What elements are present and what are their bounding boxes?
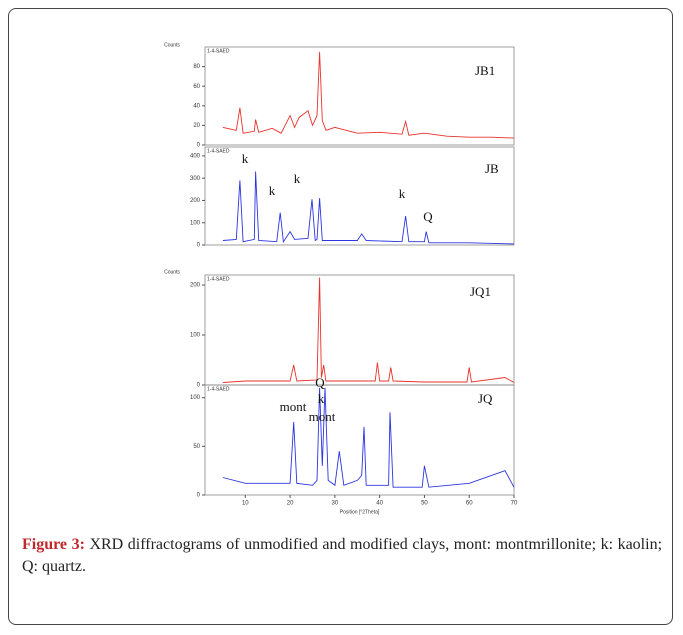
y-tick-label: 40 [193,103,200,109]
peak-annotation: k [269,183,276,198]
panel-label: JQ1 [470,284,491,299]
y-tick-label: 100 [190,395,201,401]
diffractogram-line [222,51,515,139]
y-tick-label: 0 [197,493,201,499]
y-tick-label: 0 [197,383,201,389]
peak-annotation: mont [280,399,307,414]
series-name: 1-4-SAED [207,386,230,392]
peak-annotation: k [242,151,249,166]
plot-frame [204,274,515,386]
panel-label: JB [485,161,499,176]
peak-annotation: k [318,391,325,406]
y-tick-label: 300 [190,176,201,182]
peak-annotation: mont [309,409,336,424]
series-name: 1-4-SAED [207,148,230,154]
y-tick-label: 0 [197,143,201,149]
diffractogram-line [222,171,515,245]
figure-frame [8,8,673,625]
caption-label: Figure 3: [22,536,85,553]
x-tick-label: 50 [421,501,428,507]
y-tick-label: 0 [197,243,201,249]
figure-caption: Figure 3: XRD diffractograms of unmodifi… [22,534,662,578]
plot-frame [204,46,515,146]
y-tick-label: 100 [190,333,201,339]
plot-frame [204,146,515,246]
caption-text: XRD diffractograms of unmodified and mod… [22,536,663,575]
peak-annotation: k [399,186,406,201]
xrd-figure: 020406080Counts1-4-SAEDJB101002003004001… [164,42,518,515]
x-tick-label: 20 [287,501,294,507]
x-tick-label: 30 [332,501,339,507]
plot-frame [204,384,515,496]
x-tick-label: 60 [466,501,473,507]
y-tick-label: 80 [193,64,200,70]
panel-label: JB1 [475,63,495,78]
y-axis-label: Counts [164,269,180,275]
peak-annotation: Q [423,209,433,224]
y-tick-label: 200 [190,198,201,204]
diffractogram-line [222,277,515,383]
y-tick-label: 100 [190,220,201,226]
series-name: 1-4-SAED [207,48,230,54]
peak-annotation: k [294,171,301,186]
diffractogram-line [222,387,515,488]
x-axis-label: Position [°2Theta] [340,509,380,515]
y-tick-label: 60 [193,84,200,90]
y-tick-label: 50 [193,444,200,450]
series-name: 1-4-SAED [207,276,230,282]
y-tick-label: 200 [190,283,201,289]
y-tick-label: 400 [190,153,201,159]
x-tick-label: 40 [376,501,383,507]
y-tick-label: 20 [193,123,200,129]
x-tick-label: 70 [511,501,518,507]
panel-label: JQ [478,391,493,406]
y-axis-label: Counts [164,42,180,48]
x-tick-label: 10 [242,501,249,507]
peak-annotation: Q [315,375,325,390]
